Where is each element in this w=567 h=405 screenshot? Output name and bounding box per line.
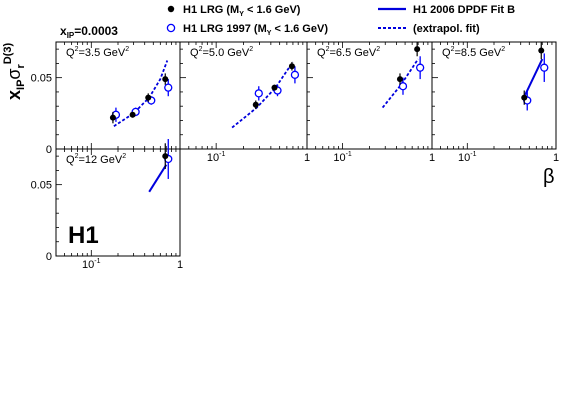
legend-label-extrapol: (extrapol. fit) — [413, 23, 480, 35]
legend: H1 LRG (MY < 1.6 GeV) H1 LRG 1997 (MY < … — [166, 4, 515, 37]
q2-label-5.0: Q2=5.0 GeV2 — [190, 46, 253, 59]
x-tick-label: 10-1 — [333, 151, 352, 164]
y-axis-title: xIPσrD(3) — [2, 42, 27, 100]
x-tick-label: 1 — [177, 259, 183, 271]
extrapolated-fit-line — [231, 61, 294, 129]
x-tick-label: 1 — [553, 152, 559, 164]
q2-label-6.5: Q2=6.5 GeV2 — [317, 46, 380, 59]
x-axis-title: β — [543, 166, 555, 188]
q2-label-8.5: Q2=8.5 GeV2 — [442, 46, 505, 59]
h1lrg-point — [145, 94, 152, 101]
extrapolated-fit-line — [113, 60, 169, 127]
h1lrg-point — [521, 94, 528, 101]
h1lrg-point — [414, 46, 421, 53]
h1lrg1997-point — [254, 89, 263, 98]
fit-b-line — [524, 58, 544, 96]
y-tick-label: 0.05 — [31, 180, 52, 192]
y-tick-label: 0 — [46, 251, 52, 263]
h1lrg1997-point — [164, 83, 173, 92]
x-tick-label: 10-1 — [207, 151, 226, 164]
legend-label-h1lrg1997: H1 LRG 1997 (MY < 1.6 GeV) — [183, 23, 328, 37]
h1lrg-point — [396, 76, 403, 83]
q2-label-12: Q2=12 GeV2 — [66, 153, 126, 166]
h1lrg-point — [271, 84, 278, 91]
x-tick-label: 10-1 — [82, 258, 101, 271]
h1lrg-point — [538, 47, 545, 54]
chart-marks: 0.05 0 10-1 1 10-1 1 10-1 1 0.05 0 10-1 1 — [31, 42, 559, 271]
svg-text:xIPσrD(3): xIPσrD(3) — [2, 42, 27, 100]
x-tick-label: 1 — [429, 152, 435, 164]
xip-header: xIP=0.0003 — [60, 24, 118, 40]
h1lrg-point — [288, 63, 295, 70]
legend-marker-open-circle — [166, 23, 176, 33]
x-tick-label: 10-1 — [458, 151, 477, 164]
h1lrg1997-point — [540, 63, 549, 72]
x-tick-label: 1 — [304, 152, 310, 164]
legend-label-h1lrg: H1 LRG (MY < 1.6 GeV) — [183, 4, 301, 18]
h1-logo: H1 — [68, 222, 99, 249]
h1lrg-point — [252, 101, 259, 108]
y-tick-label: 0 — [46, 144, 52, 156]
h1lrg1997-point — [415, 63, 425, 72]
legend-marker-filled-circle — [167, 5, 175, 13]
h1lrg-point — [162, 153, 169, 160]
h1lrg1997-point — [398, 82, 408, 91]
fit-b-line — [148, 164, 168, 193]
q2-label-3.5: Q2=3.5 GeV2 — [66, 46, 129, 59]
h1lrg-point — [109, 114, 116, 121]
legend-label-fitb: H1 2006 DPDF Fit B — [413, 4, 515, 16]
h1lrg-point — [129, 111, 136, 118]
h1lrg-point — [162, 76, 169, 83]
y-tick-label: 0.05 — [31, 73, 52, 85]
h1lrg1997-point — [290, 70, 300, 79]
